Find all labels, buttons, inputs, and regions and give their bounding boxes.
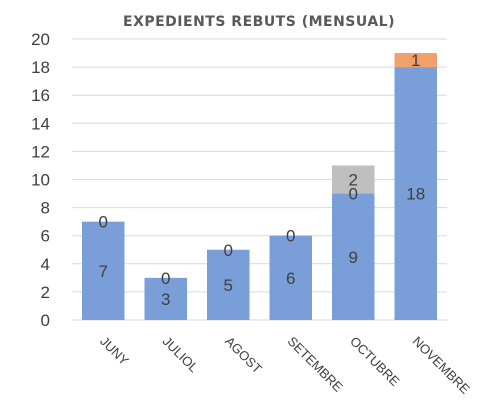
data-label: 0 (161, 269, 170, 288)
y-tick-label: 18 (31, 58, 50, 77)
data-label: 0 (224, 241, 233, 260)
y-tick-label: 4 (41, 255, 50, 274)
x-tick-label: AGOST (222, 334, 265, 377)
bar-segment (144, 277, 187, 320)
x-tick-label: JULIOL (160, 334, 202, 376)
data-label: 1 (411, 51, 420, 70)
bar-segment (332, 165, 375, 194)
y-tick-label: 16 (31, 86, 50, 105)
data-label: 5 (224, 276, 233, 295)
chart-title: EXPEDIENTS REBUTS (MENSUAL) (123, 14, 395, 30)
bar-segment (394, 67, 437, 320)
x-tick-label: JUNY (97, 334, 132, 369)
bar-segment (207, 249, 250, 320)
data-label: 0 (349, 185, 358, 204)
x-tick-label: SETEMBRE (285, 334, 346, 395)
data-label: 18 (406, 185, 425, 204)
y-tick-label: 6 (41, 227, 50, 246)
y-tick-label: 8 (41, 199, 50, 218)
bar-segment (394, 53, 437, 68)
data-label: 7 (99, 262, 108, 281)
y-tick-label: 10 (31, 171, 50, 190)
y-tick-label: 0 (41, 311, 50, 330)
bars (82, 53, 437, 320)
data-label: 2 (349, 171, 358, 190)
gridlines (72, 38, 447, 321)
y-axis: 0 2 4 6 8 10 12 14 16 18 20 (31, 30, 50, 330)
data-label: 9 (349, 248, 358, 267)
data-label: 0 (286, 227, 295, 246)
data-label: 3 (161, 290, 170, 309)
bar-segment (82, 221, 125, 320)
x-tick-label: OCTUBRE (347, 334, 403, 390)
data-label: 6 (286, 269, 295, 288)
y-tick-label: 14 (31, 114, 50, 133)
bar-segment (332, 193, 375, 320)
x-tick-label: NOVEMBRE (410, 334, 473, 397)
x-axis: JUNY JULIOL AGOST SETEMBRE OCTUBRE NOVEMBRE (97, 334, 473, 397)
y-tick-label: 12 (31, 142, 50, 161)
y-tick-label: 20 (31, 30, 50, 49)
data-label: 0 (99, 213, 108, 232)
y-tick-label: 2 (41, 283, 50, 302)
bar-segment (269, 235, 312, 320)
